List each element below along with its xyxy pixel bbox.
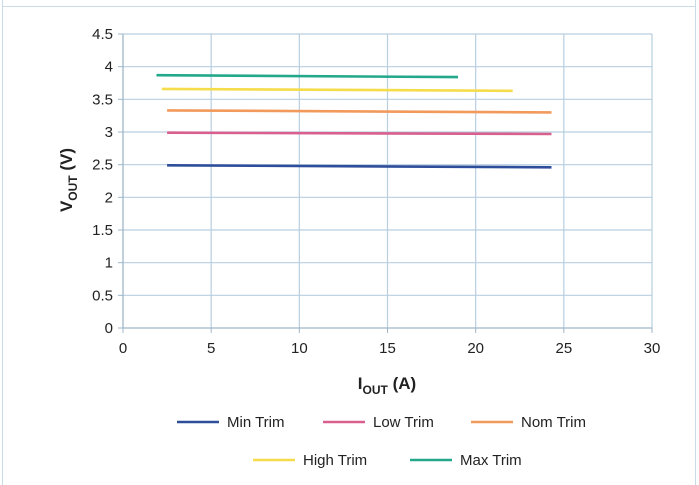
y-tick-label: 2.5 — [92, 157, 113, 174]
legend-label-min-trim: Min Trim — [227, 414, 285, 431]
x-axis-title-unit: (A) — [388, 374, 416, 393]
y-tick-label: 0 — [105, 320, 113, 337]
y-tick-label: 1 — [105, 255, 113, 272]
x-tick-label: 10 — [291, 340, 308, 357]
y-axis-title: VOUT (V) — [57, 148, 80, 212]
legend-label-high-trim: High Trim — [303, 452, 367, 469]
x-tick-label: 15 — [379, 340, 396, 357]
y-axis-title-subscript: OUT — [66, 175, 80, 201]
y-tick-label: 2 — [105, 189, 113, 206]
legend-item-low-trim: Low Trim — [323, 414, 434, 431]
x-tick-label: 20 — [467, 340, 484, 357]
frame-border-right — [695, 0, 696, 485]
y-tick-label: 3.5 — [92, 91, 113, 108]
frame-border-left — [2, 0, 3, 485]
x-axis-title: IOUT (A) — [358, 374, 416, 397]
frame-border-top — [2, 6, 696, 7]
series-line-nom-trim — [167, 109, 552, 114]
legend: Min Trim Low Trim Nom Trim High Trim Max Tri… — [177, 414, 586, 469]
x-tick-label: 5 — [207, 340, 215, 357]
x-tick-label: 0 — [119, 340, 127, 357]
y-tick-label: 3 — [105, 124, 113, 141]
y-tick-label: 0.5 — [92, 287, 113, 304]
series-line-high-trim — [161, 87, 513, 93]
y-axis-title-unit: (V) — [57, 148, 76, 175]
tick-label-layer: 0 5 10 15 20 25 30 0 0.5 1 1.5 2 2.5 3 3.5 4 4.5 — [92, 26, 660, 357]
legend-item-max-trim: Max Trim — [410, 452, 522, 469]
legend-item-high-trim: High Trim — [253, 452, 367, 469]
series-line-low-trim — [167, 131, 552, 136]
series-line-max-trim — [156, 73, 459, 79]
y-axis-title-main: V — [57, 200, 76, 212]
y-tick-label: 4 — [105, 59, 113, 76]
x-axis-title-main: I — [358, 374, 363, 393]
axis-layer — [118, 33, 653, 333]
legend-item-min-trim: Min Trim — [177, 414, 285, 431]
legend-label-low-trim: Low Trim — [373, 414, 434, 431]
y-tick-label: 1.5 — [92, 222, 113, 239]
grid-layer — [123, 33, 653, 328]
y-tick-label: 4.5 — [92, 26, 113, 43]
series-line-min-trim — [167, 164, 552, 169]
legend-label-max-trim: Max Trim — [460, 452, 522, 469]
legend-item-nom-trim: Nom Trim — [471, 414, 586, 431]
x-tick-label: 25 — [555, 340, 572, 357]
x-axis-title-subscript: OUT — [363, 383, 389, 397]
legend-label-nom-trim: Nom Trim — [521, 414, 586, 431]
series-layer — [156, 73, 552, 169]
x-tick-label: 30 — [644, 340, 661, 357]
